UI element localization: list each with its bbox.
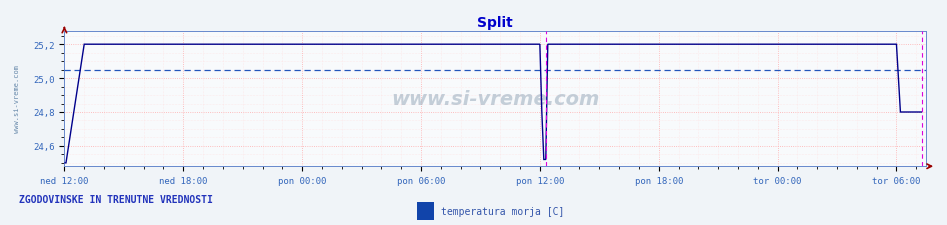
Title: Split: Split (477, 16, 513, 30)
Text: www.si-vreme.com: www.si-vreme.com (14, 65, 20, 133)
Text: ZGODOVINSKE IN TRENUTNE VREDNOSTI: ZGODOVINSKE IN TRENUTNE VREDNOSTI (19, 195, 213, 205)
Text: temperatura morja [C]: temperatura morja [C] (441, 207, 564, 216)
Text: www.si-vreme.com: www.si-vreme.com (391, 90, 599, 108)
